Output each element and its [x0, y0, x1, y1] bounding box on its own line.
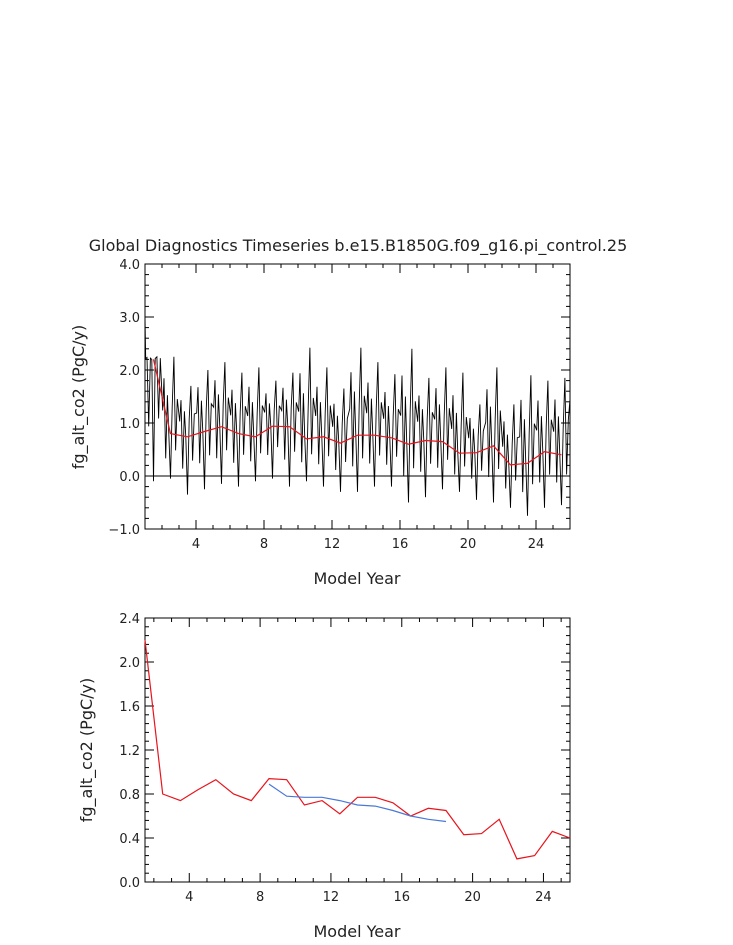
top-x-tick-labels: 4 8 12 16 20 24	[192, 537, 544, 552]
bottom-x-tick-label: 8	[256, 890, 264, 905]
bottom-y-tick-label: 1.2	[119, 744, 140, 759]
top-x-axis-label: Model Year	[314, 569, 401, 588]
bottom-x-axis-label: Model Year	[314, 922, 401, 941]
top-y-tick-label: 4.0	[119, 258, 140, 273]
top-x-tick-label: 12	[324, 537, 341, 552]
top-y-tick-label: −1.0	[108, 523, 140, 538]
top-x-tick-label: 16	[392, 537, 409, 552]
top-chart: −1.0 0.0 1.0 2.0 3.0 4.0 4 8 12 16 20 24 Model Yea…	[69, 258, 571, 588]
top-x-tick-label: 20	[460, 537, 477, 552]
bottom-annual-series-line	[144, 639, 571, 860]
bottom-x-tick-label: 16	[393, 890, 410, 905]
bottom-y-tick-label: 0.4	[119, 832, 140, 847]
top-x-tick-label: 4	[192, 537, 200, 552]
bottom-x-tick-labels: 4 8 12 16 20 24	[185, 890, 552, 905]
bottom-x-tick-label: 20	[464, 890, 481, 905]
top-x-tick-label: 8	[260, 537, 268, 552]
bottom-y-tick-label: 0.0	[119, 876, 140, 891]
bottom-tick-marks	[145, 617, 570, 883]
top-monthly-series-line	[144, 316, 571, 516]
bottom-x-tick-label: 24	[535, 890, 552, 905]
bottom-y-tick-label: 2.0	[119, 656, 140, 671]
bottom-running-mean-series-line	[268, 783, 447, 823]
chart-title: Global Diagnostics Timeseries b.e15.B185…	[89, 236, 628, 256]
top-y-tick-label: 0.0	[119, 470, 140, 485]
top-y-tick-label: 1.0	[119, 417, 140, 432]
top-y-tick-label: 2.0	[119, 364, 140, 379]
bottom-y-tick-label: 2.4	[119, 612, 140, 627]
top-plot-frame	[144, 263, 571, 530]
bottom-x-tick-label: 12	[323, 890, 340, 905]
bottom-x-tick-label: 4	[185, 890, 193, 905]
bottom-chart: 0.0 0.4 0.8 1.2 1.6 2.0 2.4 4 8 12 16 20 24 Model Y…	[77, 612, 571, 941]
bottom-y-tick-label: 0.8	[119, 788, 140, 803]
top-tick-marks	[144, 263, 571, 530]
bottom-y-axis-label: fg_alt_co2 (PgC/y)	[77, 678, 97, 822]
bottom-y-tick-labels: 0.0 0.4 0.8 1.2 1.6 2.0 2.4	[119, 612, 140, 891]
top-y-tick-label: 3.0	[119, 311, 140, 326]
top-x-tick-label: 24	[528, 537, 545, 552]
top-y-tick-labels: −1.0 0.0 1.0 2.0 3.0 4.0	[108, 258, 140, 538]
top-y-axis-label: fg_alt_co2 (PgC/y)	[69, 325, 89, 469]
bottom-plot-frame	[144, 617, 571, 883]
top-annual-series-line	[152, 359, 562, 466]
bottom-y-tick-label: 1.6	[119, 700, 140, 715]
